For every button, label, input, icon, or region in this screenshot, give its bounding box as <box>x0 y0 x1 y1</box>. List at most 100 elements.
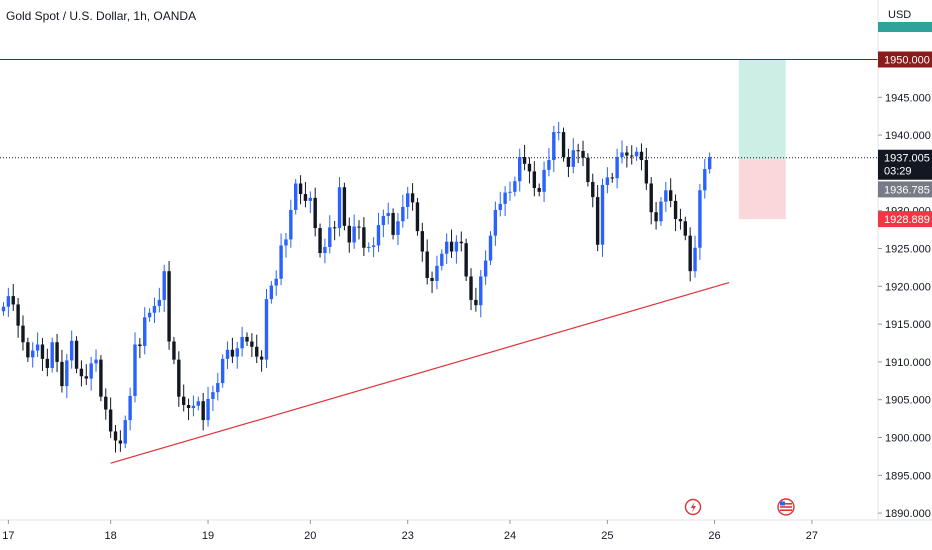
target-price-tag: 1950.000 <box>878 51 932 68</box>
candle-body <box>552 132 556 161</box>
candle-body <box>250 341 254 347</box>
time-tick-label: 26 <box>708 530 720 542</box>
candle-body <box>84 376 88 379</box>
candle-body <box>464 243 468 277</box>
candle-body <box>508 191 512 193</box>
lightning-icon-bolt <box>690 502 696 513</box>
candle-body <box>362 227 366 248</box>
flag-canton <box>780 501 785 506</box>
candle-body <box>1 306 6 312</box>
candle-body <box>235 348 239 357</box>
stop-price-tag-box <box>878 211 932 228</box>
candle-body <box>255 346 259 357</box>
candle-body <box>323 246 327 254</box>
candle-body <box>396 221 400 235</box>
candle-body <box>654 212 658 222</box>
candle-body <box>415 202 420 232</box>
currency-label: USD <box>888 9 911 21</box>
candles <box>1 121 712 453</box>
candle-body <box>425 251 429 278</box>
candle-body <box>493 209 498 236</box>
candle-body <box>60 361 64 387</box>
candle-body <box>328 227 332 247</box>
target-price-tag-text: 1950.000 <box>884 55 930 67</box>
candle-body <box>94 359 98 364</box>
chart-title: Gold Spot / U.S. Dollar, 1h, OANDA <box>6 9 197 23</box>
candle-body <box>600 184 605 245</box>
time-tick-label: 18 <box>105 530 117 542</box>
candle-body <box>518 157 522 182</box>
candle-body <box>547 160 551 170</box>
candle-body <box>367 246 371 248</box>
target-price-tag-box <box>878 51 932 68</box>
candle-body <box>35 344 40 351</box>
candle-body <box>678 219 683 222</box>
candle-body <box>50 342 54 368</box>
stop-price-tag: 1928.889 <box>878 211 932 228</box>
time-tick-label: 19 <box>202 530 214 542</box>
candle-body <box>459 241 463 244</box>
candle-body <box>420 231 425 252</box>
entry-price-tag: 1936.785 <box>878 181 932 198</box>
candle-body <box>143 317 147 347</box>
horizontal-lines[interactable] <box>0 59 878 159</box>
candle-body <box>479 276 483 306</box>
candle-body <box>513 181 517 192</box>
candle-body <box>610 177 614 179</box>
candle-body <box>181 396 186 405</box>
candle-body <box>274 278 278 286</box>
candle-body <box>128 395 132 421</box>
candle-body <box>332 227 337 229</box>
time-tick-label: 25 <box>601 530 613 542</box>
candle-body <box>605 177 610 185</box>
candle-body <box>498 203 502 210</box>
position-zones[interactable] <box>738 59 786 220</box>
entry-price-tag-box <box>878 181 932 198</box>
time-axis[interactable]: 17 18 19 20 23 24 25 26 27 <box>0 519 932 542</box>
candle-body <box>664 190 668 202</box>
price-tick-label: 1940.000 <box>885 130 931 142</box>
candle-body <box>259 356 264 360</box>
candle-body <box>113 431 118 441</box>
candle-body <box>206 398 210 421</box>
candle-body <box>162 271 166 300</box>
stop-zone <box>738 159 786 220</box>
candle-body <box>279 245 283 279</box>
candle-body <box>352 226 356 243</box>
candle-body <box>230 349 235 357</box>
us-flag-event-icon <box>777 498 795 516</box>
candle-body <box>435 265 439 282</box>
candle-body <box>11 296 15 305</box>
candle-body <box>391 212 395 235</box>
candle-body <box>688 235 692 272</box>
candle-body <box>644 160 649 184</box>
candle-body <box>561 132 566 158</box>
candle-body <box>444 241 449 254</box>
current-price-tag-text: 1937.005 <box>884 153 930 165</box>
candle-body <box>566 157 571 167</box>
candle-body <box>201 401 205 421</box>
price-tick-label: 1945.000 <box>885 92 931 104</box>
candle-body <box>693 247 697 272</box>
candle-body <box>211 392 215 399</box>
time-tick-label: 17 <box>2 530 14 542</box>
candle-body <box>537 188 541 192</box>
drawings[interactable] <box>110 281 730 464</box>
flag-stripe <box>780 506 792 508</box>
flag-stripe <box>780 503 792 505</box>
time-tick-label: 23 <box>402 530 414 542</box>
event-icons[interactable] <box>684 498 795 516</box>
price-axis[interactable]: 1890.000 1895.000 1900.000 1905.000 1910.000… <box>877 0 931 520</box>
support-trendline <box>110 281 730 464</box>
flag-stripe <box>780 509 792 511</box>
candle-body <box>595 197 600 245</box>
candle-body <box>625 152 629 156</box>
candle-body <box>99 359 103 397</box>
candle-body <box>313 197 317 229</box>
candle-body <box>532 171 537 189</box>
time-tick-label: 27 <box>806 530 818 542</box>
candle-body <box>586 157 590 182</box>
candle-body <box>488 235 493 261</box>
